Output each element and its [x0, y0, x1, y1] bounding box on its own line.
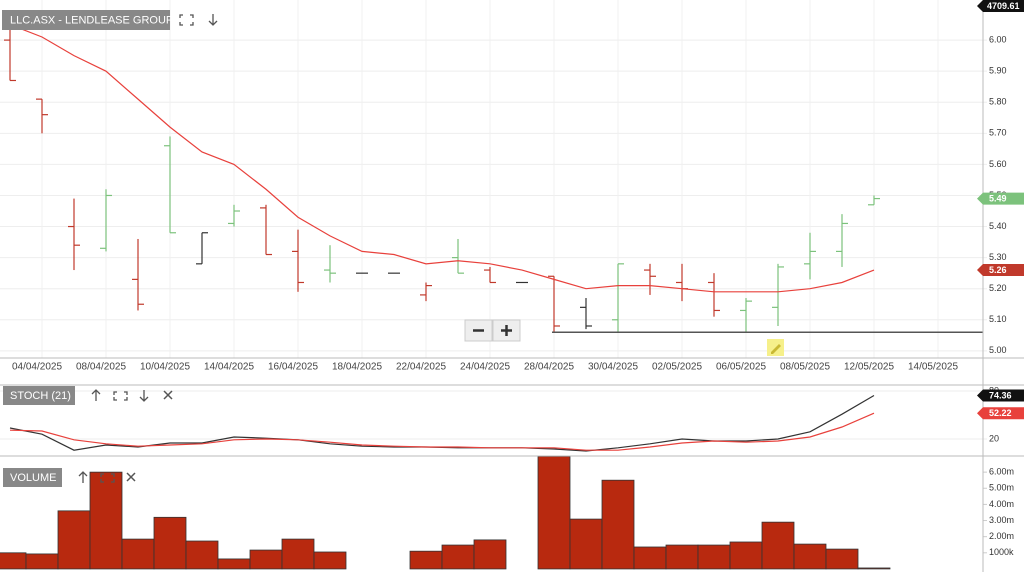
x-tick-label: 06/05/2025	[716, 362, 766, 373]
x-tick-label: 28/04/2025	[524, 362, 574, 373]
y-tick-label: 5.10	[989, 314, 1007, 324]
y-tick-label: 1000k	[989, 547, 1014, 557]
y-tick-label: 5.60	[989, 159, 1007, 169]
x-tick-label: 30/04/2025	[588, 362, 638, 373]
volume-bar	[665, 544, 699, 570]
plus-icon	[501, 325, 512, 336]
y-tick-label: 5.20	[989, 283, 1007, 293]
x-tick-label: 18/04/2025	[332, 362, 382, 373]
volume-bar	[697, 544, 731, 570]
volume-bar	[569, 518, 603, 570]
x-tick-label: 08/05/2025	[780, 362, 830, 373]
tags-layer: 5.49 5.26 74.36 52.22	[977, 192, 1024, 420]
volume-bar	[729, 541, 763, 570]
header-box	[3, 468, 62, 487]
value-tag	[977, 389, 1024, 402]
top-tag	[977, 0, 1024, 12]
marks-layer	[0, 23, 983, 570]
up-icon[interactable]	[78, 471, 88, 483]
volume-bar	[761, 521, 795, 570]
volume-bar	[281, 538, 315, 570]
y-tick-label: 6.00	[989, 34, 1007, 44]
value-tag-label: 5.49	[989, 193, 1007, 203]
header-box	[2, 10, 170, 30]
top-label: 4709.61	[987, 1, 1020, 11]
volume-bar	[57, 510, 91, 570]
volume-bar	[857, 567, 891, 570]
x-tick-label: 24/04/2025	[460, 362, 510, 373]
x-tick-label: 16/04/2025	[268, 362, 318, 373]
volume-bar	[249, 549, 283, 570]
volume-bar	[409, 550, 443, 570]
y-tick-label: 2.00m	[989, 531, 1014, 541]
x-tick-label: 14/05/2025	[908, 362, 958, 373]
expand-icon[interactable]	[179, 14, 194, 26]
volume-bar	[121, 538, 155, 570]
panel-title: VOLUME	[10, 472, 56, 484]
x-tick-label: 08/04/2025	[76, 362, 126, 373]
volume-bar	[25, 553, 59, 570]
volume-bar	[313, 551, 347, 570]
value-tag	[977, 407, 1024, 420]
x-tick-label: 04/04/2025	[12, 362, 62, 373]
volume-bar	[537, 455, 571, 570]
y-tick-label: 5.70	[989, 128, 1007, 138]
value-tag-label: 52.22	[989, 408, 1012, 418]
y-tick-label: 5.00m	[989, 483, 1014, 493]
panel-title: STOCH (21)	[10, 390, 71, 402]
volume-bar	[153, 516, 187, 570]
close-icon[interactable]	[126, 472, 136, 482]
down-icon[interactable]	[208, 14, 218, 26]
volume-bar	[825, 548, 859, 570]
volume-bar	[473, 539, 507, 570]
y-tick-label: 5.00	[989, 345, 1007, 355]
y-tick-label: 20	[989, 433, 999, 443]
up-icon[interactable]	[91, 389, 101, 401]
y-tick-label: 5.90	[989, 66, 1007, 76]
y-tick-label: 5.30	[989, 252, 1007, 262]
x-tick-label: 10/04/2025	[140, 362, 190, 373]
y-tick-label: 4.00m	[989, 499, 1014, 509]
expand-icon[interactable]	[113, 391, 128, 401]
down-icon[interactable]	[139, 390, 149, 402]
y-tick-label: 6.00m	[989, 467, 1014, 477]
volume-bar	[441, 544, 475, 570]
volume-bar	[0, 552, 27, 570]
header-box	[3, 386, 75, 405]
volume-bar	[633, 546, 667, 570]
x-tick-label: 22/04/2025	[396, 362, 446, 373]
chart-title: LLC.ASX - LENDLEASE GROUP	[10, 14, 173, 26]
value-tag-label: 74.36	[989, 390, 1012, 400]
value-tag-label: 5.26	[989, 265, 1007, 275]
indicator-line	[9, 412, 875, 451]
volume-bar	[601, 479, 635, 570]
grid-layer: 5.005.105.205.305.405.505.605.705.805.90…	[0, 0, 1014, 557]
close-icon[interactable]	[163, 390, 173, 400]
x-tick-label: 14/04/2025	[204, 362, 254, 373]
value-tag	[977, 192, 1024, 205]
moving-average-line	[9, 23, 875, 293]
volume-bar	[793, 543, 827, 570]
y-tick-label: 3.00m	[989, 515, 1014, 525]
volume-bar	[217, 558, 251, 570]
volume-bar	[89, 471, 123, 570]
value-tag	[977, 264, 1024, 277]
y-tick-label: 5.80	[989, 97, 1007, 107]
y-tick-label: 5.40	[989, 221, 1007, 231]
pencil-icon	[771, 344, 781, 354]
volume-bar	[185, 540, 219, 570]
x-tick-label: 12/05/2025	[844, 362, 894, 373]
expand-icon[interactable]	[100, 473, 115, 483]
x-tick-label: 02/05/2025	[652, 362, 702, 373]
